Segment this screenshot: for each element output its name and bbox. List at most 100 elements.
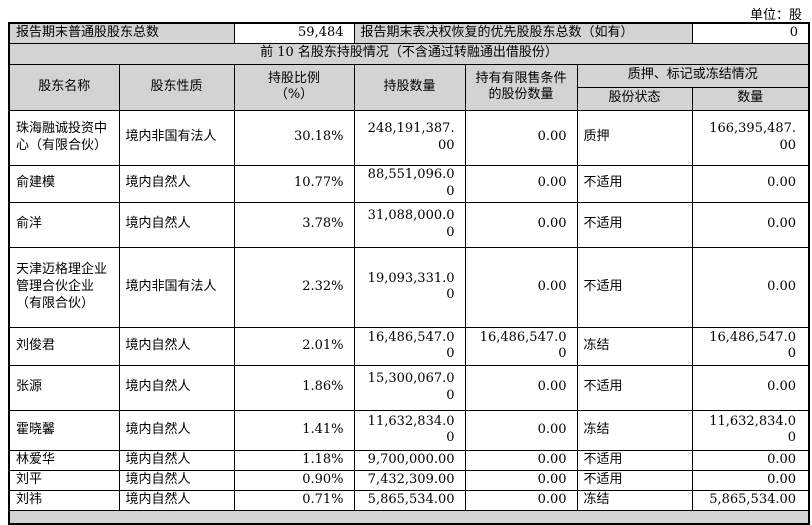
- share-status: 不适用: [576, 246, 693, 328]
- summary-row: 报告期末普通股股东总数 59,484 报告期末表决权恢复的优先股股东总数（如有）…: [8, 22, 810, 44]
- preferred-shareholders-label: 报告期末表决权恢复的优先股股东总数（如有）: [353, 22, 693, 44]
- pledge-quantity: 11,632,834.00: [691, 409, 810, 451]
- shareholder-nature: 境内自然人: [118, 409, 235, 451]
- restricted-shares: 0.00: [464, 449, 578, 471]
- table-row: 珠海融诚投资中心（有限合伙） 境内非国有法人 30.18% 248,191,387.0…: [8, 109, 810, 166]
- header-pledge-quantity: 数量: [691, 86, 810, 111]
- pledge-quantity: 0.00: [691, 201, 810, 248]
- table-row: 张源 境内自然人 1.86% 15,300,067.00 0.00 不适用 0.00: [8, 364, 810, 411]
- header-shareholder-name: 股东名称: [8, 63, 120, 111]
- section-title: 前 10 名股东持股情况（不含通过转融通出借股份）: [8, 42, 810, 65]
- share-status: 不适用: [576, 164, 693, 203]
- shareholder-nature: 境内非国有法人: [118, 246, 235, 328]
- share-status: 不适用: [576, 449, 693, 471]
- section-title-row: 前 10 名股东持股情况（不含通过转融通出借股份）: [8, 42, 810, 65]
- share-status: 不适用: [576, 364, 693, 411]
- common-shareholders-label: 报告期末普通股股东总数: [8, 22, 235, 44]
- table-row: 林爱华 境内自然人 1.18% 9,700,000.00 0.00 不适用 0.00: [8, 449, 810, 471]
- shareholder-name: 俞建模: [8, 164, 120, 203]
- header-shareholder-nature: 股东性质: [118, 63, 235, 111]
- restricted-shares: 0.00: [464, 164, 578, 203]
- pledge-quantity: 0.00: [691, 164, 810, 203]
- shareholding-ratio: 2.32%: [233, 246, 355, 328]
- shareholder-nature: 境内自然人: [118, 326, 235, 366]
- table-row: 霍晓馨 境内自然人 1.41% 11,632,834.00 0.00 冻结 11,632,8…: [8, 409, 810, 451]
- header-ratio-line1: 持股比例: [268, 70, 321, 86]
- shareholder-name: 俞洋: [8, 201, 120, 248]
- share-status: 不适用: [576, 201, 693, 248]
- pledge-quantity: 166,395,487.00: [691, 109, 810, 166]
- shares-held: 7,432,309.00: [353, 469, 466, 491]
- shareholder-table: 报告期末普通股股东总数 59,484 报告期末表决权恢复的优先股股东总数（如有）…: [8, 22, 811, 525]
- shareholder-name: 刘祎: [8, 489, 120, 511]
- shareholder-nature: 境内非国有法人: [118, 109, 235, 166]
- shareholder-name: 刘俊君: [8, 326, 120, 366]
- pledge-quantity: 0.00: [691, 469, 810, 491]
- shares-held: 5,865,534.00: [353, 489, 466, 511]
- shareholding-ratio: 1.86%: [233, 364, 355, 411]
- unit-label: 单位：股: [749, 8, 802, 23]
- table-row: 刘祎 境内自然人 0.71% 5,865,534.00 0.00 冻结 5,865,534.…: [8, 489, 810, 511]
- restricted-shares: 0.00: [464, 201, 578, 248]
- share-status: 不适用: [576, 469, 693, 491]
- shareholder-name: 霍晓馨: [8, 409, 120, 451]
- shareholder-nature: 境内自然人: [118, 489, 235, 511]
- pledge-quantity: 0.00: [691, 246, 810, 328]
- table-row: 刘俊君 境内自然人 2.01% 16,486,547.00 16,486,547.00 冻…: [8, 326, 810, 366]
- shares-held: 11,632,834.00: [353, 409, 466, 451]
- pledge-quantity: 0.00: [691, 449, 810, 471]
- common-shareholders-value: 59,484: [233, 22, 355, 44]
- table-header-row-1: 股东名称 股东性质 持股比例 （%） 持股数量 持有有限售条件的股份数量 质押、…: [8, 63, 810, 111]
- share-status: 冻结: [576, 409, 693, 451]
- header-shares-held: 持股数量: [353, 63, 466, 111]
- shareholder-nature: 境内自然人: [118, 164, 235, 203]
- restricted-shares: 16,486,547.00: [464, 326, 578, 366]
- shareholding-ratio: 1.18%: [233, 449, 355, 471]
- restricted-shares: 0.00: [464, 364, 578, 411]
- header-share-status: 股份状态: [576, 86, 693, 111]
- restricted-shares: 0.00: [464, 109, 578, 166]
- shareholder-name: 张源: [8, 364, 120, 411]
- truncated-next-row-cell: [8, 509, 810, 525]
- shareholder-nature: 境内自然人: [118, 469, 235, 491]
- shareholding-ratio: 0.71%: [233, 489, 355, 511]
- header-restricted-shares: 持有有限售条件的股份数量: [464, 63, 578, 111]
- table-row: 俞洋 境内自然人 3.78% 31,088,000.00 0.00 不适用 0.00: [8, 201, 810, 248]
- shareholding-ratio: 30.18%: [233, 109, 355, 166]
- shareholder-rows: 珠海融诚投资中心（有限合伙） 境内非国有法人 30.18% 248,191,387.0…: [8, 109, 810, 511]
- shares-held: 31,088,000.00: [353, 201, 466, 248]
- shares-held: 9,700,000.00: [353, 449, 466, 471]
- table-row: 刘平 境内自然人 0.90% 7,432,309.00 0.00 不适用 0.00: [8, 469, 810, 491]
- shares-held: 16,486,547.00: [353, 326, 466, 366]
- shareholder-nature: 境内自然人: [118, 449, 235, 471]
- shareholder-name: 天津迈格理企业管理合伙企业（有限合伙）: [8, 246, 120, 328]
- shareholding-ratio: 10.77%: [233, 164, 355, 203]
- preferred-shareholders-value: 0: [691, 22, 810, 44]
- header-ratio-line2: （%）: [274, 87, 314, 103]
- shares-held: 88,551,096.00: [353, 164, 466, 203]
- pledge-quantity: 5,865,534.00: [691, 489, 810, 511]
- shareholder-name: 珠海融诚投资中心（有限合伙）: [8, 109, 120, 166]
- share-status: 冻结: [576, 326, 693, 366]
- shareholding-ratio: 2.01%: [233, 326, 355, 366]
- shareholder-name: 刘平: [8, 469, 120, 491]
- share-status: 质押: [576, 109, 693, 166]
- shareholder-nature: 境内自然人: [118, 201, 235, 248]
- shareholding-ratio: 0.90%: [233, 469, 355, 491]
- table-row: 天津迈格理企业管理合伙企业（有限合伙） 境内非国有法人 2.32% 19,093,33…: [8, 246, 810, 328]
- shareholding-ratio: 1.41%: [233, 409, 355, 451]
- restricted-shares: 0.00: [464, 409, 578, 451]
- shares-held: 15,300,067.00: [353, 364, 466, 411]
- shareholding-ratio: 3.78%: [233, 201, 355, 248]
- header-pledge-group: 质押、标记或冻结情况: [576, 63, 810, 88]
- restricted-shares: 0.00: [464, 246, 578, 328]
- restricted-shares: 0.00: [464, 489, 578, 511]
- pledge-quantity: 16,486,547.00: [691, 326, 810, 366]
- shares-held: 248,191,387.00: [353, 109, 466, 166]
- share-status: 冻结: [576, 489, 693, 511]
- header-shareholding-ratio: 持股比例 （%）: [233, 63, 355, 111]
- shareholder-name: 林爱华: [8, 449, 120, 471]
- table-row: 俞建模 境内自然人 10.77% 88,551,096.00 0.00 不适用 0.00: [8, 164, 810, 203]
- truncated-next-row: [8, 509, 810, 525]
- restricted-shares: 0.00: [464, 469, 578, 491]
